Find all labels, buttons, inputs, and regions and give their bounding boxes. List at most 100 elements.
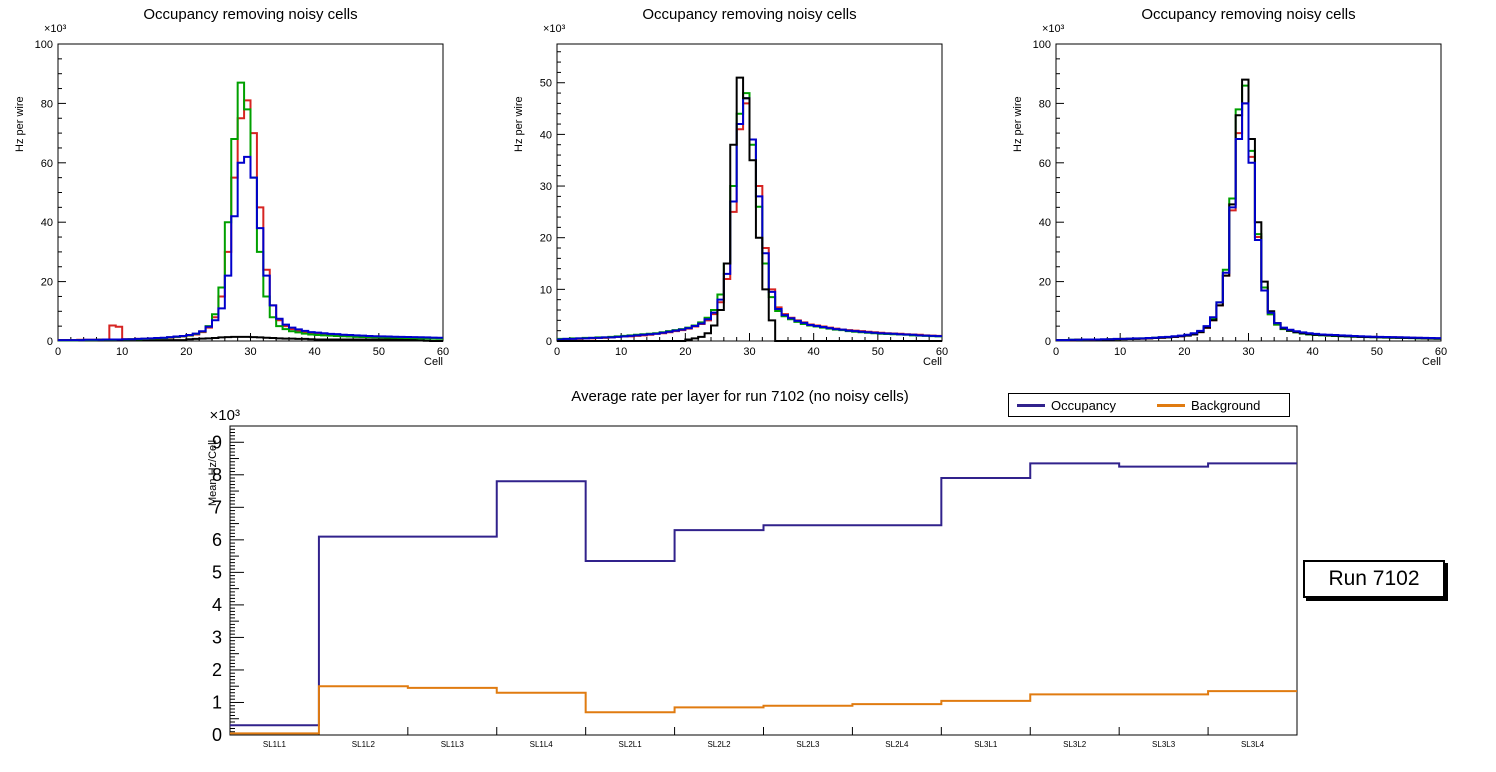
legend-entry-occupancy: Occupancy — [1009, 394, 1149, 416]
tick-label: 10 — [540, 284, 552, 296]
tick-label: 3 — [212, 627, 222, 647]
series-blue-line — [58, 155, 443, 342]
tick-label: 40 — [1039, 217, 1051, 229]
histogram-panel-3: 0 10 20 30 40 50 60 0 20 40 60 80 100 Occupancy remo… — [998, 0, 1496, 388]
tick-label: 20 — [1178, 346, 1190, 358]
x-axis-title: Cell — [1422, 356, 1441, 368]
tick-label: 40 — [1307, 346, 1319, 358]
tick-label: 80 — [41, 98, 53, 110]
tick-label: 6 — [212, 530, 222, 550]
y-axis-multiplier: ×10³ — [543, 23, 566, 35]
plot-frame — [57, 43, 444, 342]
tick-label: 30 — [1242, 346, 1254, 358]
occupancy-line-swatch — [1017, 403, 1045, 407]
tick-label: 60 — [41, 158, 53, 170]
tick-label: SL2L1 — [619, 740, 643, 749]
tick-label: 30 — [540, 181, 552, 193]
tick-label: SL1L2 — [352, 740, 376, 749]
tick-label: 60 — [437, 346, 449, 358]
histogram-svg-3: 0 10 20 30 40 50 60 0 20 40 60 80 100 — [1033, 39, 1447, 358]
tick-label: SL1L3 — [441, 740, 465, 749]
tick-label: SL2L4 — [885, 740, 909, 749]
layer-rate-svg: 0 1 2 3 4 5 6 7 8 9 SL1L1 SL1L2 SL1L3 SL1L4 SL2L1 SL2L2… — [212, 425, 1298, 749]
tick-label: 0 — [546, 336, 552, 348]
tick-label: 60 — [1039, 158, 1051, 170]
y-axis-title: Mean Hz/Cell — [207, 439, 219, 506]
tick-label: SL3L4 — [1241, 740, 1265, 749]
chart-title: Occupancy removing noisy cells — [1141, 6, 1356, 23]
histogram-panel-2: 0 10 20 30 40 50 60 0 10 20 30 40 50 Occupancy remov… — [499, 0, 997, 388]
tick-label: 100 — [35, 39, 53, 51]
series-green-line — [58, 81, 443, 342]
tick-label: SL3L1 — [974, 740, 998, 749]
histogram-svg-1: 0 10 20 30 40 50 60 0 20 40 60 80 100 — [35, 39, 449, 358]
tick-label: 20 — [41, 277, 53, 289]
y-axis-title: Hz per wire — [513, 96, 525, 152]
legend-label: Background — [1191, 397, 1261, 413]
layer-rate-panel: 0 1 2 3 4 5 6 7 8 9 SL1L1 SL1L2 SL1L3 SL1L4 SL2L1 SL2L2… — [0, 388, 1496, 772]
tick-label: 20 — [679, 346, 691, 358]
x-axis-title: Cell — [923, 356, 942, 368]
background-line-swatch — [1157, 403, 1185, 407]
histogram-svg-2: 0 10 20 30 40 50 60 0 10 20 30 40 50 — [540, 43, 948, 358]
tick-label: 9 — [212, 432, 222, 452]
chart-title: Average rate per layer for run 7102 (no … — [571, 388, 909, 405]
series-background-line — [230, 685, 1297, 735]
tick-label: 30 — [244, 346, 256, 358]
tick-label: 20 — [1039, 277, 1051, 289]
tick-label: 50 — [872, 346, 884, 358]
tick-label: 80 — [1039, 98, 1051, 110]
tick-label: SL2L3 — [796, 740, 820, 749]
tick-label: SL3L2 — [1063, 740, 1087, 749]
tick-label: 10 — [116, 346, 128, 358]
tick-label: 10 — [615, 346, 627, 358]
tick-label: 30 — [743, 346, 755, 358]
tick-label: 40 — [808, 346, 820, 358]
plot-frame — [229, 425, 1298, 736]
tick-label: 2 — [212, 660, 222, 680]
tick-label: 50 — [373, 346, 385, 358]
tick-label: 1 — [212, 692, 222, 712]
legend-entry-background: Background — [1149, 394, 1289, 416]
tick-label: SL1L4 — [530, 740, 554, 749]
y-axis-multiplier: ×10³ — [209, 407, 240, 424]
y-axis-title: Hz per wire — [14, 96, 26, 152]
histogram-panel-1: 0 10 20 30 40 50 60 0 20 40 60 80 100 Occupancy remo… — [0, 0, 498, 388]
tick-label: 50 — [1371, 346, 1383, 358]
tick-label: 60 — [936, 346, 948, 358]
series-blue-line — [1056, 102, 1441, 342]
tick-label: 40 — [309, 346, 321, 358]
tick-label: 10 — [1114, 346, 1126, 358]
tick-label: 20 — [180, 346, 192, 358]
chart-title: Occupancy removing noisy cells — [642, 6, 857, 23]
tick-label: 50 — [540, 78, 552, 90]
legend: Occupancy Background — [1008, 393, 1290, 417]
tick-label: 60 — [1435, 346, 1447, 358]
y-axis-multiplier: ×10³ — [1042, 23, 1065, 35]
tick-label: 0 — [47, 336, 53, 348]
tick-label: 0 — [1045, 336, 1051, 348]
tick-label: 8 — [212, 465, 222, 485]
chart-title: Occupancy removing noisy cells — [143, 6, 358, 23]
tick-label: 4 — [212, 595, 222, 615]
y-axis-title: Hz per wire — [1012, 96, 1024, 152]
series-occupancy-line — [230, 462, 1297, 727]
tick-label: SL2L2 — [707, 740, 731, 749]
tick-label: 40 — [41, 217, 53, 229]
legend-label: Occupancy — [1051, 397, 1117, 413]
series-black-line — [557, 76, 942, 342]
run-label: Run 7102 — [1303, 560, 1445, 598]
tick-label: 0 — [212, 725, 222, 745]
tick-label: 5 — [212, 562, 222, 582]
tick-label: 0 — [55, 346, 61, 358]
series-black-line — [58, 335, 443, 342]
y-axis-multiplier: ×10³ — [44, 23, 67, 35]
tick-label: 7 — [212, 497, 222, 517]
tick-label: 0 — [1053, 346, 1059, 358]
plot-frame — [556, 43, 943, 342]
tick-label: SL1L1 — [263, 740, 287, 749]
tick-label: SL3L3 — [1152, 740, 1176, 749]
x-axis-title: Cell — [424, 356, 443, 368]
tick-label: 100 — [1033, 39, 1051, 51]
